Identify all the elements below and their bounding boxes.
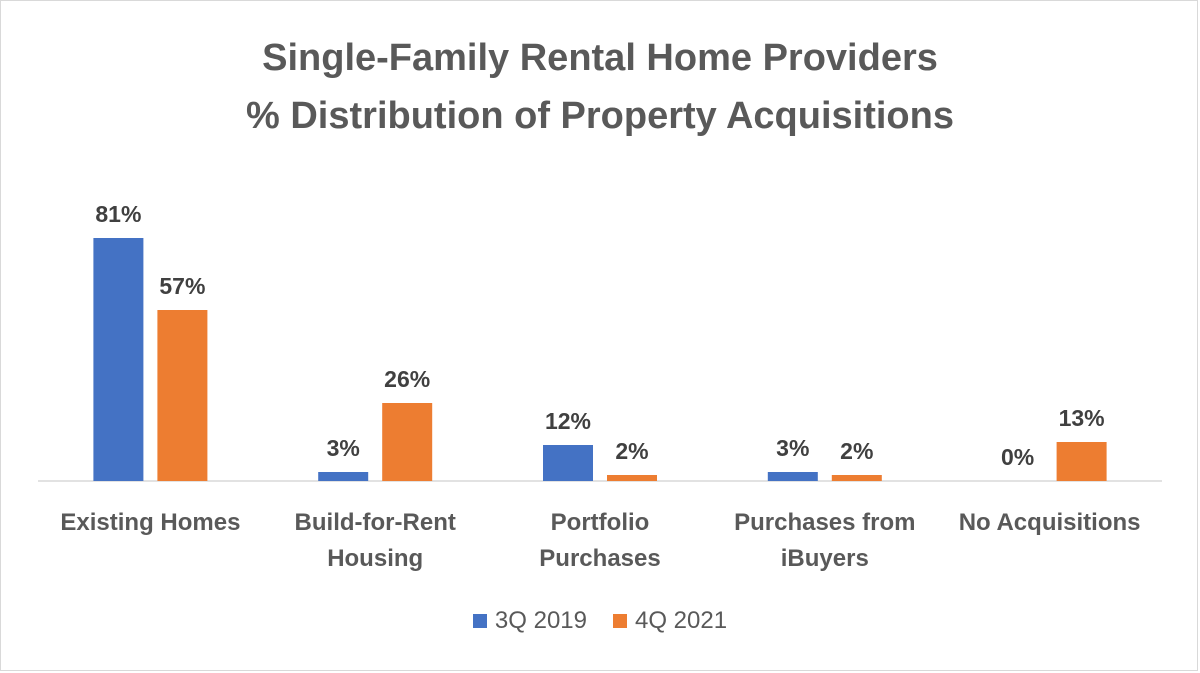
data-label-series-2-cat-4: 2% [840,438,873,464]
data-label-series-1-cat-1: 81% [95,201,141,227]
data-label-series-1-cat-2: 3% [327,435,360,461]
data-label-series-2-cat-1: 57% [159,273,205,299]
legend: 3Q 2019 4Q 2021 [0,607,1200,635]
chart-title: Single-Family Rental Home Providers [262,37,938,79]
data-label-series-1-cat-4: 3% [776,435,809,461]
bar-series-2-cat-5 [1056,442,1107,481]
bar-series-1-cat-4 [767,472,818,481]
legend-label-series-1: 3Q 2019 [494,607,587,634]
legend-label-series-2: 4Q 2021 [635,607,728,634]
bar-series-1-cat-2 [318,472,369,481]
legend-item-series-2: 4Q 2021 [613,607,727,635]
bar-series-1-cat-3 [543,445,593,481]
bar-series-2-cat-1 [157,310,208,481]
legend-item-series-1: 3Q 2019 [472,607,587,635]
bar-series-1-cat-1 [93,238,144,481]
data-label-series-1-cat-3: 12% [545,408,591,434]
data-label-series-2-cat-3: 2% [615,438,648,464]
data-label-series-2-cat-5: 13% [1059,405,1105,431]
bar-series-2-cat-3 [607,475,657,481]
category-label-5: No Acquisitions [959,509,1141,536]
bar-series-2-cat-2 [382,403,433,481]
category-label-4: Purchases from iBuyers [734,509,915,572]
bar-series-2-cat-4 [831,475,882,481]
legend-swatch-series-1 [472,614,487,628]
category-label-2: Build-for-Rent Housing [295,509,456,572]
category-label-1: Existing Homes [60,509,240,536]
data-label-series-2-cat-2: 26% [384,366,430,392]
category-label-3: Portfolio Purchases [539,509,660,572]
data-label-series-1-cat-5: 0% [1001,444,1034,470]
legend-swatch-series-2 [613,614,627,628]
chart-subtitle: % Distribution of Property Acquisitions [246,95,954,137]
